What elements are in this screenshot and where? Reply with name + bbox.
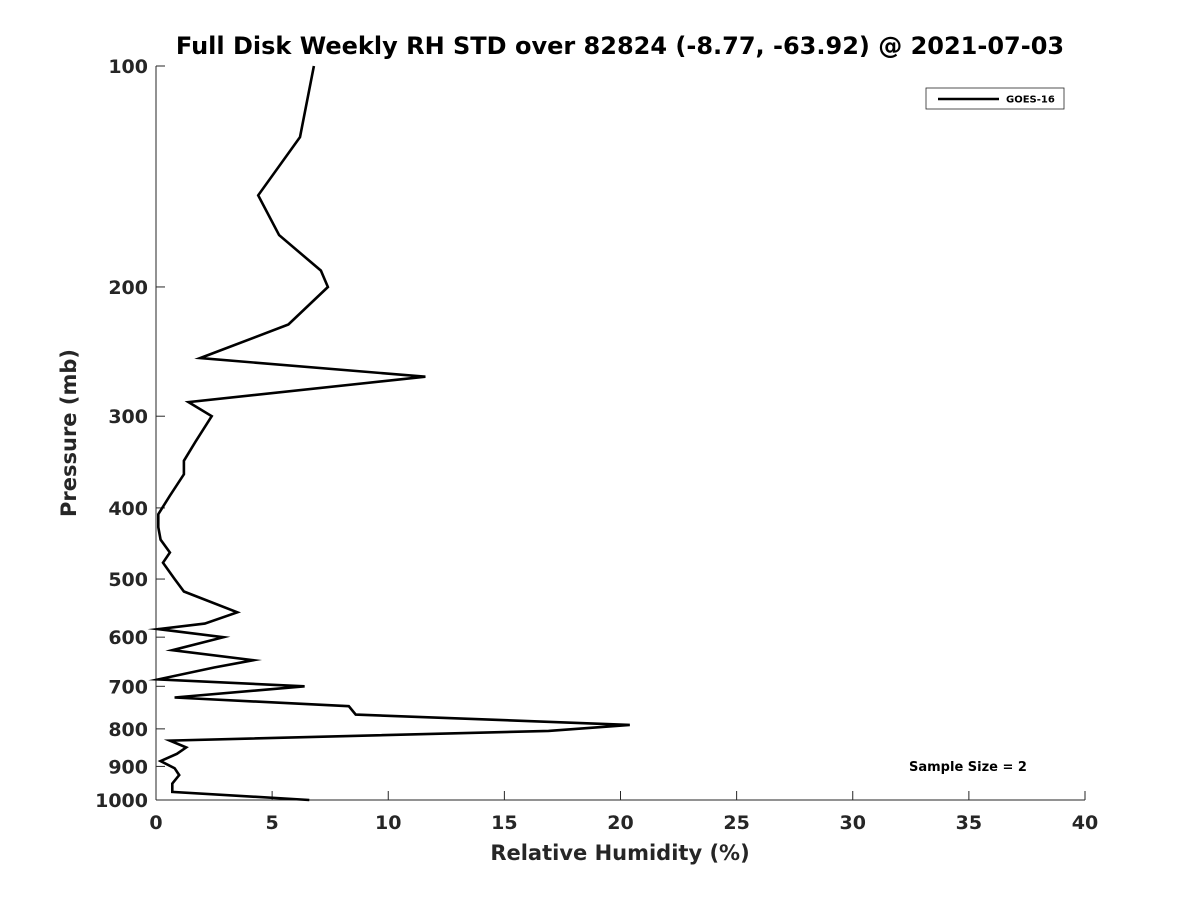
y-axis-ticks: 100 200 300 400 500 600 700 800 900 1000 xyxy=(95,56,165,812)
y-tick-label-5: 600 xyxy=(108,627,148,649)
x-tick-label-2: 10 xyxy=(375,812,401,834)
series-group xyxy=(147,65,630,802)
sample-size-annotation: Sample Size = 2 xyxy=(909,760,1027,775)
x-tick-label-7: 35 xyxy=(956,812,982,834)
chart-title: Full Disk Weekly RH STD over 82824 (-8.7… xyxy=(176,32,1064,60)
y-tick-label-8: 900 xyxy=(108,756,148,778)
y-tick-label-3: 400 xyxy=(108,498,148,520)
x-tick-label-3: 15 xyxy=(491,812,517,834)
plot-area: 0 5 10 15 20 25 30 35 40 100 200 300 400 500 600 700 80… xyxy=(95,56,1098,834)
series-line-goes-16 xyxy=(147,65,630,802)
x-tick-label-6: 30 xyxy=(840,812,866,834)
y-tick-label-9: 1000 xyxy=(95,790,148,812)
x-tick-label-1: 5 xyxy=(266,812,279,834)
x-axis-ticks: 0 5 10 15 20 25 30 35 40 xyxy=(149,791,1098,834)
x-axis-label: Relative Humidity (%) xyxy=(490,841,749,865)
legend: GOES-16 xyxy=(925,87,1065,110)
x-tick-label-8: 40 xyxy=(1072,812,1098,834)
y-tick-label-2: 300 xyxy=(108,406,148,428)
y-tick-label-4: 500 xyxy=(108,569,148,591)
legend-label-goes-16: GOES-16 xyxy=(1006,95,1055,106)
x-tick-label-4: 20 xyxy=(607,812,633,834)
y-tick-label-6: 700 xyxy=(108,676,148,698)
x-tick-label-0: 0 xyxy=(149,812,162,834)
y-tick-label-1: 200 xyxy=(108,277,148,299)
y-tick-label-0: 100 xyxy=(108,56,148,78)
x-tick-label-5: 25 xyxy=(723,812,749,834)
y-axis-label: Pressure (mb) xyxy=(57,349,81,517)
y-tick-label-7: 800 xyxy=(108,719,148,741)
